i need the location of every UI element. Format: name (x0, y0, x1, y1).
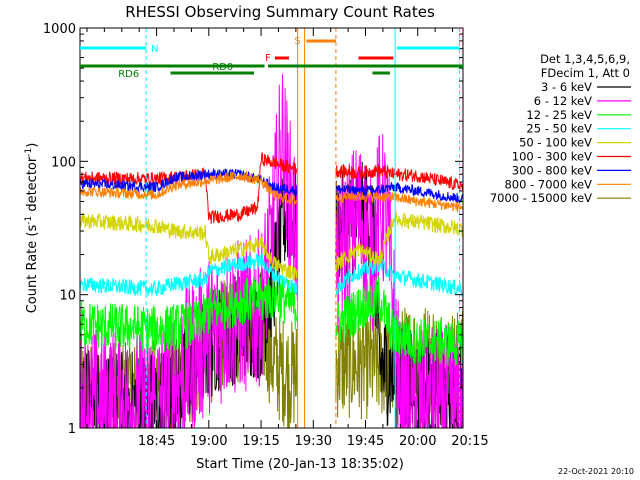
series-line-segment (80, 170, 298, 206)
flag-label-n: N (151, 44, 158, 55)
series-line-segment (335, 210, 463, 272)
legend-label: 800 - 7000 keV (504, 177, 592, 191)
legend-label: 6 - 12 keV (534, 94, 592, 108)
series-line-segment (335, 276, 463, 369)
y-tick-label: 100 (51, 155, 76, 170)
legend-label: 25 - 50 keV (526, 122, 592, 136)
x-tick-label: 19:30 (295, 434, 332, 449)
plot-area (80, 28, 463, 428)
series-12-25-kev (80, 272, 463, 369)
y-tick-label: 1 (68, 422, 76, 437)
legend-label: 50 - 100 keV (519, 136, 592, 150)
series-line-segment (80, 212, 298, 282)
chart-title: RHESSI Observing Summary Count Rates (125, 3, 435, 21)
x-tick-label: 19:00 (190, 434, 227, 449)
series-800-7000-kev (80, 170, 463, 213)
legend-header-line-2: FDecim 1, Att 0 (541, 66, 630, 80)
x-tick-label: 20:15 (451, 434, 488, 449)
series-100-300-kev (80, 152, 463, 224)
series-line-segment (335, 190, 463, 213)
legend-label: 12 - 25 keV (526, 108, 592, 122)
y-tick-label: 10 (59, 289, 76, 304)
legend-header-line-1: Det 1,3,4,5,6,9, (540, 52, 630, 66)
flag-label-rd0: RD0 (212, 62, 233, 73)
x-axis-label: Start Time (20-Jan-13 18:35:02) (196, 457, 404, 472)
x-tick-label: 19:15 (242, 434, 279, 449)
footer-date: 22-Oct-2021 20:10 (558, 467, 634, 476)
x-tick-label: 18:45 (138, 434, 175, 449)
plot-frame (79, 27, 464, 429)
series-line-segment (80, 152, 298, 224)
series-line-segment (80, 253, 298, 297)
flag-label-rd6: RD6 (118, 69, 139, 80)
series-line-segment (335, 256, 463, 298)
series-line-segment (80, 272, 298, 352)
legend-label: 100 - 300 keV (512, 150, 592, 164)
flag-label-f: F (265, 53, 271, 64)
y-tick-label: 1000 (43, 22, 76, 37)
series-50-100-kev (80, 210, 463, 282)
legend-label: 3 - 6 keV (541, 80, 592, 94)
y-axis: 1 10 100 1000 (43, 22, 463, 437)
x-tick-label: 19:45 (347, 434, 384, 449)
x-axis: 18:45 19:00 19:15 19:30 19:45 20:00 20:15 (86, 28, 489, 449)
x-tick-label: 20:00 (399, 434, 436, 449)
legend-label: 7000 - 15000 keV (490, 191, 592, 205)
series-line-segment (335, 182, 463, 204)
legend-label: 300 - 800 keV (512, 163, 592, 177)
flag-label-s: S (294, 36, 300, 47)
series-25-50-kev (80, 253, 463, 298)
series-line-segment (335, 163, 463, 192)
y-axis-label: Count Rate (s-1 detector-1) (24, 143, 40, 314)
